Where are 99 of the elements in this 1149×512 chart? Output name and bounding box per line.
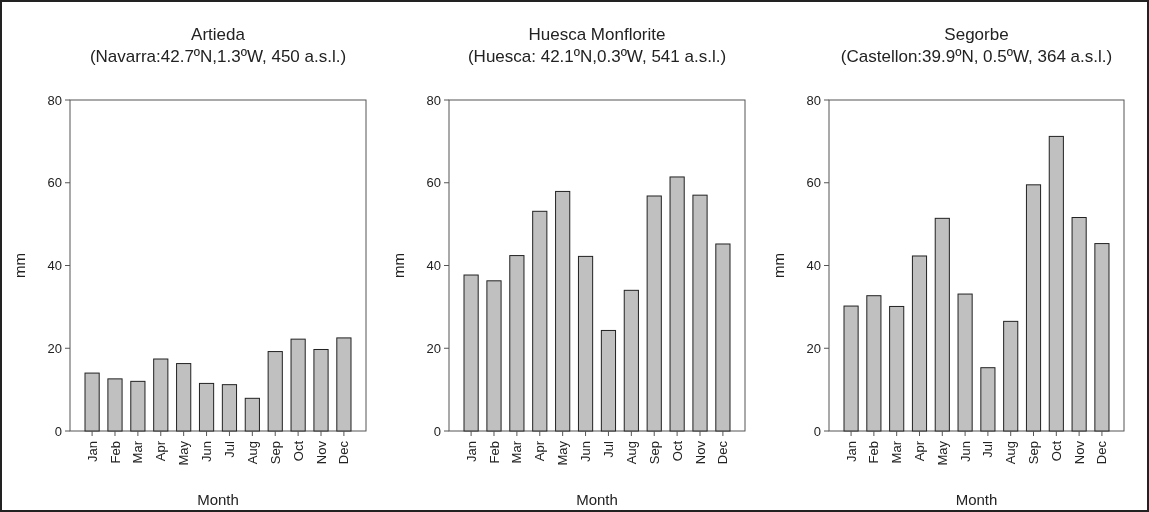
y-axis-title: mm (390, 253, 407, 278)
bar (957, 293, 973, 432)
chart-title: Segorbe (944, 25, 1009, 44)
bar (577, 255, 594, 432)
bar (934, 217, 950, 432)
bar (623, 289, 639, 432)
x-tick-label: Sep (1026, 441, 1042, 465)
x-tick-label: Dec (336, 440, 352, 465)
bar (107, 378, 123, 432)
y-axis-title: mm (770, 253, 787, 278)
x-axis-title: Month (197, 491, 239, 508)
x-tick-label: Mar (130, 440, 146, 464)
chart-subtitle: (Castellon:39.9ºN, 0.5ºW, 364 a.s.l.) (840, 47, 1113, 66)
bar (600, 329, 617, 432)
x-tick-label: Nov (1071, 440, 1087, 465)
bar (692, 194, 708, 432)
bar (336, 337, 352, 432)
x-tick-label: Aug (244, 441, 260, 465)
bar (176, 363, 192, 432)
y-tick-label: 20 (47, 340, 62, 356)
bar (267, 351, 283, 432)
bar (1003, 320, 1019, 432)
bar (646, 195, 662, 432)
x-tick-label: Nov (313, 440, 329, 465)
bar (486, 280, 502, 432)
y-tick-label: 0 (54, 423, 62, 439)
x-tick-label: Dec (1094, 440, 1110, 465)
x-tick-label: Jan (843, 441, 859, 462)
x-tick-label: Apr (912, 440, 928, 462)
x-tick-label: Oct (290, 440, 306, 462)
y-tick-label: 60 (806, 175, 821, 191)
x-tick-label: May (176, 440, 192, 466)
y-tick-label: 0 (433, 423, 441, 439)
bar (221, 384, 238, 432)
x-tick-label: Jul (601, 440, 616, 458)
x-tick-label: Mar (509, 440, 525, 464)
y-tick-label: 40 (806, 258, 821, 274)
x-tick-label: Apr (153, 440, 169, 462)
y-tick-label: 0 (813, 423, 821, 439)
x-tick-label: Feb (107, 441, 123, 464)
y-tick-label: 80 (806, 92, 821, 108)
x-tick-label: Aug (1003, 441, 1019, 465)
y-tick-label: 20 (806, 340, 821, 356)
bar (843, 305, 859, 432)
y-tick-label: 20 (426, 340, 441, 356)
bar (290, 338, 306, 432)
bar (198, 382, 215, 432)
y-axis-title: mm (11, 253, 28, 278)
x-tick-label: Jun (199, 441, 215, 462)
x-tick-label: Sep (646, 441, 662, 465)
bar (130, 380, 146, 432)
bar (244, 397, 260, 432)
bar (313, 348, 329, 432)
bar (1048, 135, 1064, 432)
x-tick-label: Oct (669, 440, 685, 462)
x-tick-label: Dec (715, 440, 731, 465)
y-tick-label: 60 (426, 175, 441, 191)
bar (1025, 184, 1042, 432)
y-tick-label: 40 (426, 258, 441, 274)
x-axis-title: Month (955, 491, 998, 508)
y-tick-label: 80 (47, 92, 62, 108)
bar (84, 372, 100, 432)
chart-subtitle: (Huesca: 42.1ºN,0.3ºW, 541 a.s.l.) (467, 47, 727, 66)
y-tick-label: 60 (47, 175, 62, 191)
bar (980, 367, 996, 432)
x-tick-label: May (934, 440, 950, 466)
x-tick-label: Jul (980, 440, 996, 458)
chart-subtitle: (Navarra:42.7ºN,1.3ºW, 450 a.s.l.) (89, 47, 347, 66)
bar (532, 210, 548, 432)
bar (1071, 217, 1087, 432)
x-tick-label: Nov (692, 440, 708, 465)
x-tick-label: Jan (463, 441, 479, 462)
bar (889, 305, 905, 432)
bar (669, 176, 685, 432)
x-tick-label: May (555, 440, 571, 466)
x-tick-label: Mar (889, 440, 905, 464)
bar (866, 295, 882, 432)
x-tick-label: Apr (532, 440, 548, 462)
bar (463, 274, 479, 432)
chart-title: Huesca Monflorite (528, 25, 666, 44)
x-tick-label: Aug (623, 441, 639, 465)
bar (555, 190, 571, 432)
bar (509, 255, 525, 432)
y-tick-label: 80 (426, 92, 441, 108)
x-tick-label: Feb (486, 441, 502, 464)
x-tick-label: Jun (957, 441, 973, 462)
x-axis-title: Month (576, 491, 618, 508)
x-tick-label: Feb (866, 441, 882, 464)
x-tick-label: Jul (222, 440, 237, 458)
x-tick-label: Jan (84, 441, 100, 462)
x-tick-label: Jun (578, 441, 594, 462)
bar (911, 255, 928, 432)
bar (153, 358, 169, 432)
chart-title: Artieda (191, 25, 246, 44)
x-tick-label: Oct (1048, 440, 1064, 462)
bar (1094, 243, 1110, 432)
y-tick-label: 40 (47, 258, 62, 274)
bar (715, 243, 731, 432)
x-tick-label: Sep (267, 441, 283, 465)
